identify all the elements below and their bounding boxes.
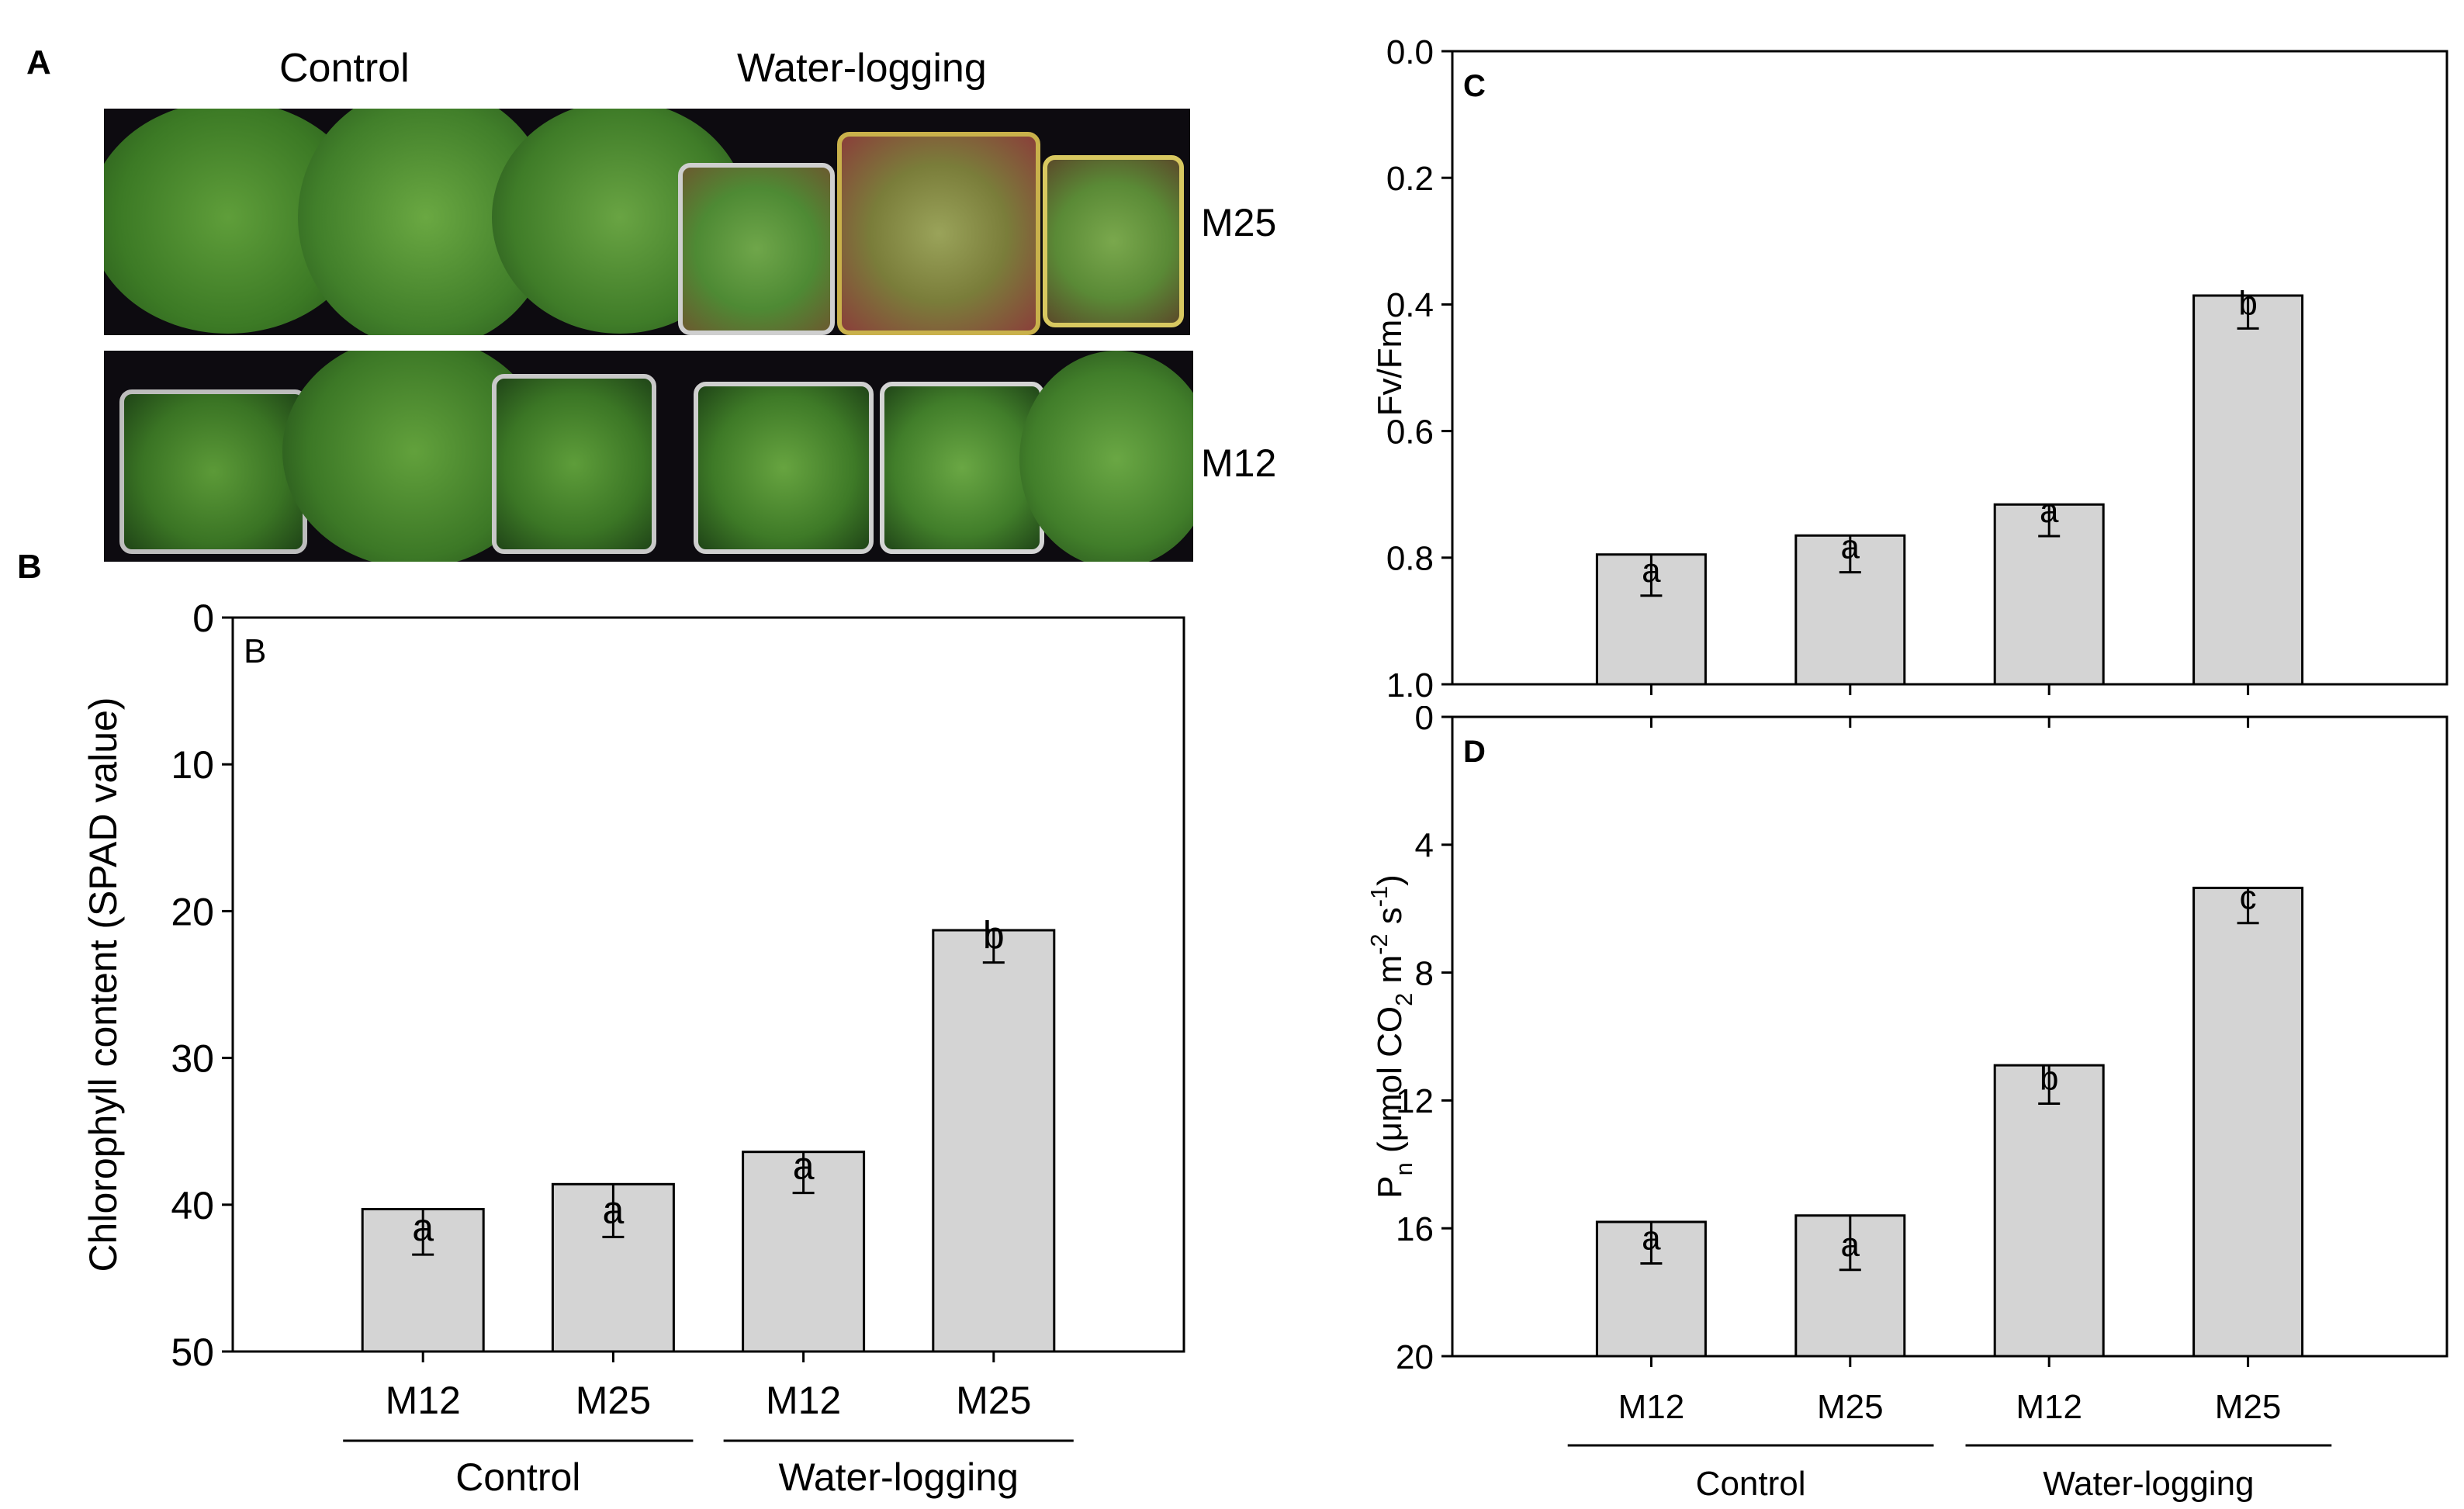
- bar: [2192, 886, 2304, 1358]
- bar: [932, 929, 1056, 1353]
- y-axis-label-part: 2: [1390, 993, 1417, 1006]
- panel-letter-a: A: [26, 43, 51, 81]
- x-tick-label: M25: [956, 1379, 1031, 1422]
- x-tick-label: M25: [2215, 1388, 2282, 1426]
- x-tick-label: M25: [576, 1379, 651, 1422]
- panel-letter-b-outer: B: [17, 548, 42, 586]
- photo-label-m12: M12: [1201, 441, 1277, 485]
- significance-letter: b: [2040, 1060, 2058, 1098]
- y-axis-label-part: -1: [1365, 886, 1393, 907]
- y-tick-label: 0.4: [1386, 286, 1434, 324]
- significance-letter: a: [793, 1144, 815, 1188]
- chart-d: 0 4 8 12 16 20 a M12 a M25 b M12 c M25 Control Water-lo…: [1365, 706, 2448, 1503]
- y-tick-label: 0: [192, 597, 214, 640]
- significance-letter: b: [2238, 284, 2257, 322]
- significance-letter: c: [2240, 879, 2257, 917]
- y-tick-label: 30: [171, 1037, 214, 1081]
- y-axis-label-part: P: [1371, 1175, 1409, 1198]
- photo-label-m25: M25: [1201, 201, 1277, 244]
- y-tick-label: 0.8: [1386, 540, 1434, 578]
- y-tick-label: 0.2: [1386, 160, 1434, 198]
- group-label: Control: [455, 1455, 580, 1499]
- significance-letter: a: [2040, 492, 2059, 530]
- x-tick-label: M12: [386, 1379, 461, 1422]
- significance-letter: a: [1841, 1226, 1860, 1264]
- plot-frame: [231, 616, 1185, 1353]
- plant-photo-m25: [104, 109, 1190, 335]
- significance-letter: a: [412, 1206, 434, 1249]
- y-axis-label-part: (μmol CO: [1371, 1006, 1409, 1162]
- plot-frame: [1451, 50, 2448, 686]
- chart-b: 0 10 20 30 40 50 a M12 a M25 a M12 b M25 Control Water-…: [81, 597, 1185, 1499]
- y-tick-label: 0: [1415, 706, 1434, 737]
- photo-label-water-logging: Water-logging: [737, 46, 987, 91]
- y-tick-label: 0.6: [1386, 413, 1434, 451]
- group-label: Control: [1696, 1465, 1806, 1503]
- y-tick-label: 8: [1415, 954, 1434, 992]
- plant-photo-m12: [104, 351, 1193, 562]
- y-tick-label: 0.0: [1386, 33, 1434, 71]
- y-axis-label-part: s: [1371, 907, 1409, 933]
- group-label: Water-logging: [2043, 1465, 2254, 1503]
- significance-letter: a: [1642, 1220, 1661, 1258]
- y-tick-label: 4: [1415, 827, 1434, 865]
- y-tick-label: 12: [1396, 1082, 1434, 1120]
- y-tick-label: 40: [171, 1184, 214, 1227]
- chart-c: 0.0 0.2 0.4 0.6 0.8 1.0 a a a b C Fv/Fm: [1371, 33, 2448, 704]
- y-tick-label: 16: [1396, 1210, 1434, 1248]
- x-tick-label: M12: [1618, 1388, 1685, 1426]
- y-axis-label-part: -2: [1365, 934, 1393, 955]
- y-axis-label: Fv/Fm: [1371, 320, 1409, 417]
- panel-letter: C: [1463, 69, 1486, 103]
- y-axis-label-part: n: [1390, 1162, 1417, 1175]
- y-tick-label: 20: [171, 890, 214, 933]
- y-tick-label: 10: [171, 743, 214, 787]
- significance-letter: b: [983, 914, 1005, 957]
- x-tick-label: M25: [1817, 1388, 1884, 1426]
- significance-letter: a: [1841, 528, 1860, 566]
- x-tick-label: M12: [2016, 1388, 2082, 1426]
- photo-label-control: Control: [279, 46, 410, 91]
- panel-letter: D: [1463, 735, 1486, 769]
- y-tick-label: 1.0: [1386, 666, 1434, 704]
- y-axis-label-part: m: [1371, 955, 1409, 993]
- significance-letter: a: [1642, 552, 1661, 590]
- y-tick-label: 20: [1396, 1338, 1434, 1376]
- group-label: Water-logging: [778, 1455, 1018, 1499]
- panel-letter: B: [244, 632, 266, 670]
- bar: [2192, 294, 2304, 686]
- y-axis-label-part: ): [1371, 874, 1409, 886]
- y-axis-label: Chlorophyll content (SPAD value): [81, 697, 125, 1272]
- bar: [1993, 1064, 2105, 1358]
- y-tick-label: 50: [171, 1331, 214, 1374]
- x-tick-label: M12: [766, 1379, 841, 1422]
- y-axis-label: Pn (μmol CO2 m-2 s-1): [1365, 874, 1417, 1199]
- significance-letter: a: [602, 1188, 624, 1231]
- plot-frame: [1451, 715, 2448, 1358]
